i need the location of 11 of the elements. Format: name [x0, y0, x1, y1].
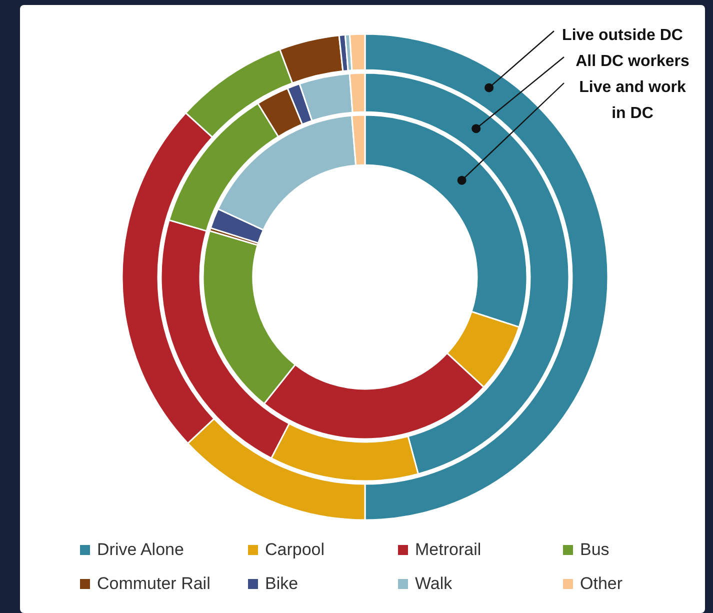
legend-label: Bus [580, 540, 610, 560]
legend-label: Other [580, 574, 623, 594]
slice-label: All DC workers [574, 52, 690, 72]
slice-label: Live and work in DC [578, 78, 687, 124]
legend-label: Bike [265, 574, 298, 594]
legend-label: Drive Alone [97, 540, 184, 560]
legend-label: Metrorail [415, 540, 482, 560]
legend-label: Carpool [265, 540, 325, 560]
legend-label: Commuter Rail [97, 574, 210, 594]
slice-label: Live outside DC [561, 26, 684, 46]
legend-label: Walk [415, 574, 452, 594]
